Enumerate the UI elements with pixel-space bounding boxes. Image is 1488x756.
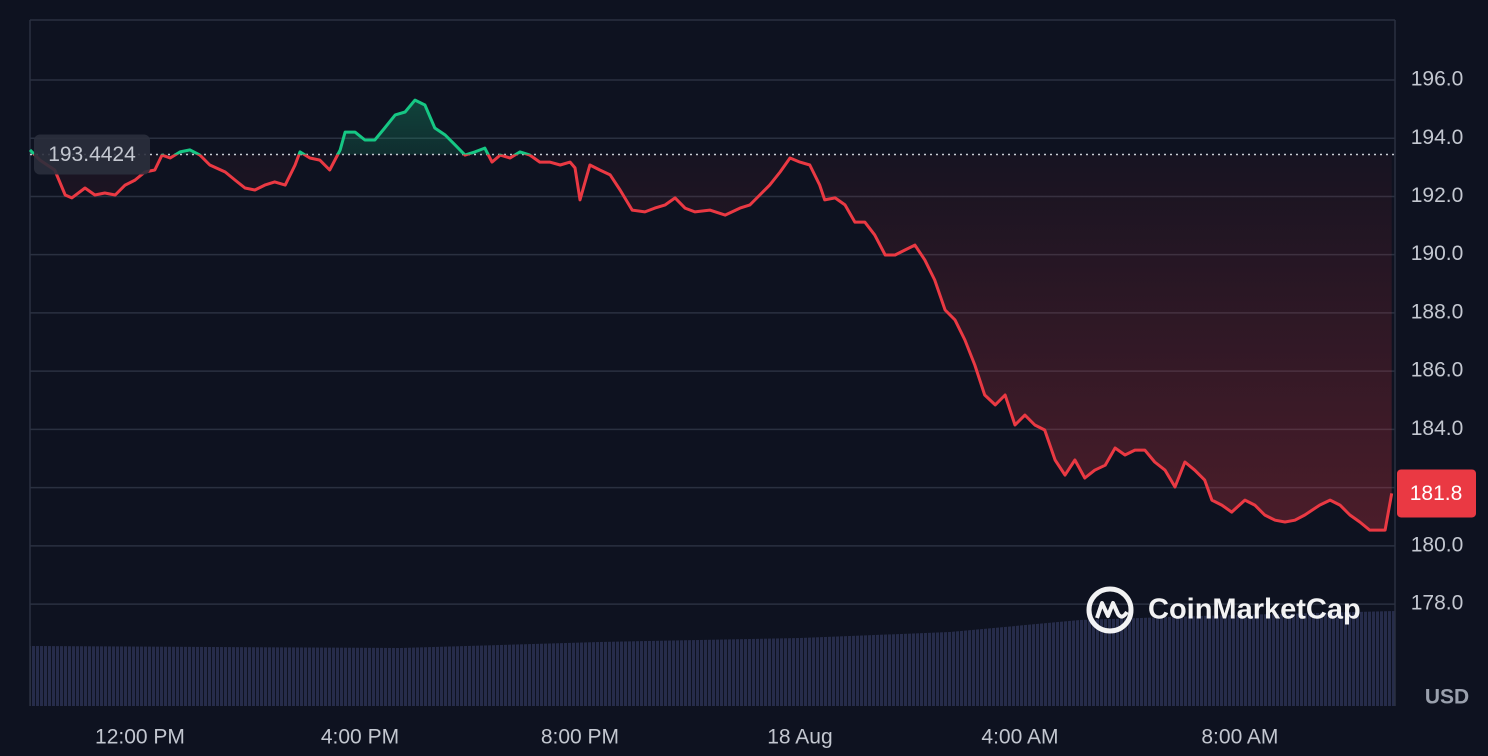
y-tick-label: 184.0 [1411, 417, 1464, 440]
plot-area: 178.0180.0182.0184.0186.0188.0190.0192.0… [28, 19, 1476, 749]
y-tick-label: 192.0 [1411, 184, 1464, 207]
last-price-box [1397, 469, 1476, 518]
x-tick-label: 4:00 PM [321, 726, 399, 749]
last-price-label: 181.8 [1410, 482, 1463, 505]
watermark-text: CoinMarketCap [1148, 594, 1361, 626]
y-tick-label: 194.0 [1411, 126, 1464, 149]
volume-bars [30, 611, 1395, 706]
price-area [30, 100, 1392, 531]
x-tick-label: 8:00 PM [541, 726, 619, 749]
y-tick-label: 188.0 [1411, 300, 1464, 323]
x-tick-label: 8:00 AM [1201, 726, 1278, 749]
y-tick-label: 178.0 [1411, 592, 1464, 615]
watermark: CoinMarketCap [1086, 586, 1361, 634]
reference-label: 193.4424 [48, 143, 136, 166]
y-tick-label: 180.0 [1411, 533, 1464, 556]
y-tick-label: 186.0 [1411, 359, 1464, 382]
y-axis-label: USD [1425, 686, 1469, 709]
price-line [28, 98, 1394, 532]
y-tick-label: 190.0 [1411, 242, 1464, 265]
logo-ring [1086, 586, 1134, 634]
x-tick-label: 18 Aug [767, 726, 832, 749]
x-tick-label: 4:00 AM [981, 726, 1058, 749]
y-tick-label: 196.0 [1411, 68, 1464, 91]
x-tick-label: 12:00 PM [95, 726, 185, 749]
logo-mark [1095, 601, 1129, 619]
reference-label-box [34, 134, 150, 175]
